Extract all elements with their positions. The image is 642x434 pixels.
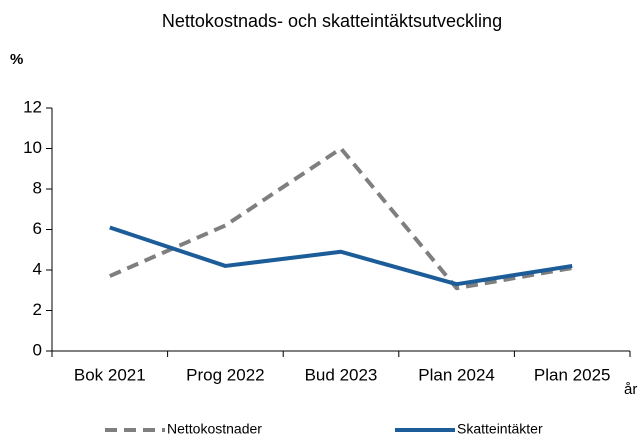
y-tick-label: 10 xyxy=(23,138,42,157)
x-axis-label: år xyxy=(624,381,637,398)
x-tick-label: Plan 2024 xyxy=(418,365,495,384)
y-tick-label: 6 xyxy=(33,219,42,238)
x-tick-label: Plan 2025 xyxy=(534,365,611,384)
legend-label: Nettokostnader xyxy=(167,421,262,434)
series-line xyxy=(108,146,573,291)
x-tick-label: Bok 2021 xyxy=(74,365,146,384)
x-tick-label: Bud 2023 xyxy=(305,365,378,384)
y-tick-label: 4 xyxy=(33,259,42,278)
y-tick-label: 0 xyxy=(33,340,42,359)
legend-label: Skatteintäkter xyxy=(457,421,543,434)
series-line xyxy=(109,225,573,287)
y-axis-label: % xyxy=(10,51,23,68)
chart-title: Nettokostnads- och skatteintäktsutveckli… xyxy=(162,11,502,31)
x-tick-label: Prog 2022 xyxy=(186,365,264,384)
y-tick-label: 2 xyxy=(33,300,42,319)
y-tick-label: 8 xyxy=(33,178,42,197)
y-tick-label: 12 xyxy=(23,97,42,116)
